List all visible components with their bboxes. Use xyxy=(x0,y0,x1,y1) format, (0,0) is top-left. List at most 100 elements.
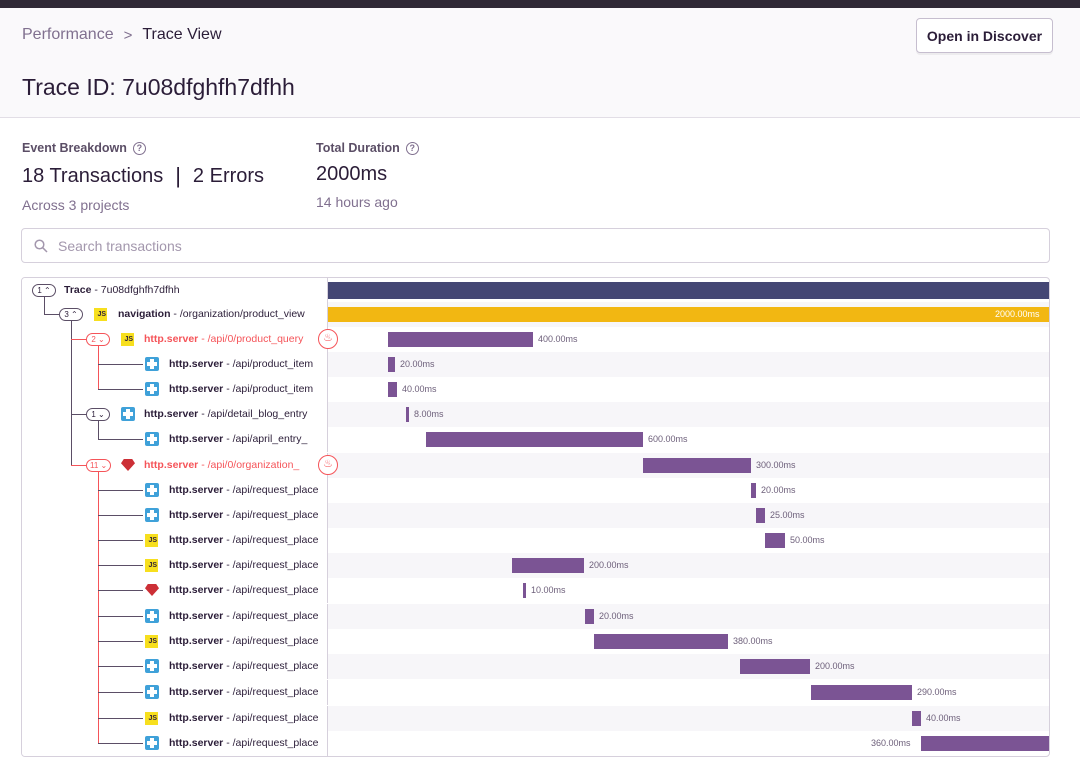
duration-bar[interactable] xyxy=(523,583,526,598)
trace-bar-area[interactable]: 300.00ms xyxy=(328,453,1049,478)
transaction-op: http.server xyxy=(169,610,224,622)
help-icon[interactable]: ? xyxy=(405,141,419,155)
trace-row[interactable]: 360.00ms http.server - /api/request_place xyxy=(22,731,1049,756)
trace-row[interactable]: 20.00ms http.server - /api/request_place xyxy=(22,604,1049,629)
trace-row-label-cell[interactable]: http.server - /api/request_place xyxy=(22,503,328,528)
search-bar[interactable] xyxy=(21,228,1050,263)
trace-row-label-cell[interactable]: http.server - /api/request_place xyxy=(22,578,328,603)
duration-bar[interactable] xyxy=(406,407,409,422)
trace-row[interactable]: 10.00ms http.server - /api/request_place xyxy=(22,578,1049,603)
expand-toggle[interactable]: 1 ⌄ xyxy=(86,408,110,421)
duration-bar[interactable] xyxy=(328,282,1049,299)
help-icon[interactable]: ? xyxy=(132,141,146,155)
search-input[interactable] xyxy=(58,237,958,254)
trace-row[interactable]: 300.00ms 11 ⌄ http.server - /api/0/organiz… xyxy=(22,453,1049,478)
duration-bar[interactable] xyxy=(740,659,810,674)
duration-bar[interactable] xyxy=(426,432,643,447)
trace-bar-area[interactable]: 200.00ms xyxy=(328,553,1049,578)
transaction-op: http.server xyxy=(169,584,224,596)
trace-row[interactable]: 400.00ms 2 ⌄ JS http.server - /api/0/produc… xyxy=(22,327,1049,352)
duration-bar[interactable] xyxy=(594,634,728,649)
trace-bar-area[interactable]: 380.00ms xyxy=(328,629,1049,654)
projects-count: Across 3 projects xyxy=(22,197,130,213)
trace-bar-area[interactable]: 10.00ms xyxy=(328,578,1049,603)
trace-row[interactable]: 1 ⌃ Trace - 7u08dfghfh7dfhh xyxy=(22,278,1049,303)
breadcrumb-performance-link[interactable]: Performance xyxy=(22,26,114,43)
duration-bar[interactable] xyxy=(912,711,921,726)
trace-row[interactable]: 50.00ms JS http.server - /api/request_plac… xyxy=(22,528,1049,553)
trace-bar-area[interactable]: 20.00ms xyxy=(328,352,1049,377)
trace-row[interactable]: 200.00ms http.server - /api/request_place xyxy=(22,654,1049,679)
trace-bar-area[interactable]: 20.00ms xyxy=(328,478,1049,503)
transaction-op: navigation xyxy=(118,308,171,320)
error-fire-icon[interactable]: ♨ xyxy=(318,329,338,349)
trace-row-label-cell[interactable]: JS http.server - /api/request_place xyxy=(22,629,328,654)
duration-bar[interactable] xyxy=(328,307,1049,322)
duration-label: 300.00ms xyxy=(756,460,796,470)
trace-bar-area[interactable]: 360.00ms xyxy=(328,731,1049,756)
trace-row-label-cell[interactable]: http.server - /api/april_entry_ xyxy=(22,427,328,452)
trace-row[interactable]: 8.00ms 1 ⌄ http.server - /api/detail_blog_… xyxy=(22,402,1049,427)
trace-bar-area[interactable]: 2000.00ms xyxy=(328,302,1049,327)
trace-row-label-cell[interactable]: http.server - /api/request_place xyxy=(22,680,328,705)
duration-bar[interactable] xyxy=(811,685,912,700)
trace-row[interactable]: 20.00ms http.server - /api/product_item xyxy=(22,352,1049,377)
error-fire-icon[interactable]: ♨ xyxy=(318,455,338,475)
trace-bar-area[interactable]: 20.00ms xyxy=(328,604,1049,629)
duration-bar[interactable] xyxy=(765,533,785,548)
trace-bar-area[interactable]: 600.00ms xyxy=(328,427,1049,452)
trace-row-label-cell[interactable]: 1 ⌄ http.server - /api/detail_blog_entry xyxy=(22,402,328,427)
trace-row-label-cell[interactable]: http.server - /api/request_place xyxy=(22,478,328,503)
trace-bar-area[interactable]: 400.00ms xyxy=(328,327,1049,352)
trace-row[interactable]: 40.00ms http.server - /api/product_item xyxy=(22,377,1049,402)
trace-row-label-cell[interactable]: 3 ⌃ JS navigation - /organization/product_… xyxy=(22,302,328,327)
tree-connector xyxy=(98,472,99,743)
trace-row-label-cell[interactable]: http.server - /api/request_place xyxy=(22,654,328,679)
trace-row-label-cell[interactable]: JS http.server - /api/request_place xyxy=(22,528,328,553)
duration-bar[interactable] xyxy=(585,609,594,624)
duration-bar[interactable] xyxy=(921,736,1049,751)
trace-row[interactable]: 40.00ms JS http.server - /api/request_plac… xyxy=(22,706,1049,731)
duration-bar[interactable] xyxy=(643,458,751,473)
trace-bar-area[interactable]: 50.00ms xyxy=(328,528,1049,553)
trace-row-label-cell[interactable]: http.server - /api/product_item xyxy=(22,377,328,402)
duration-bar[interactable] xyxy=(388,382,397,397)
transaction-description: - /api/request_place xyxy=(223,660,319,672)
trace-row-label-cell[interactable]: 1 ⌃ Trace - 7u08dfghfh7dfhh xyxy=(22,278,328,303)
trace-row[interactable]: 200.00ms JS http.server - /api/request_pla… xyxy=(22,553,1049,578)
trace-row[interactable]: 20.00ms http.server - /api/request_place xyxy=(22,478,1049,503)
trace-bar-area[interactable]: 40.00ms xyxy=(328,377,1049,402)
trace-row[interactable]: 290.00ms http.server - /api/request_place xyxy=(22,680,1049,705)
breadcrumb: Performance > Trace View xyxy=(22,26,222,44)
duration-bar[interactable] xyxy=(388,357,395,372)
duration-bar[interactable] xyxy=(388,332,533,347)
trace-row[interactable]: 2000.00ms 3 ⌃ JS navigation - /organization… xyxy=(22,302,1049,327)
duration-label: 10.00ms xyxy=(531,585,566,595)
trace-row-label-cell[interactable]: http.server - /api/request_place xyxy=(22,604,328,629)
trace-bar-area[interactable]: 8.00ms xyxy=(328,402,1049,427)
expand-toggle[interactable]: 3 ⌃ xyxy=(59,308,83,321)
trace-row-label-cell[interactable]: http.server - /api/product_item xyxy=(22,352,328,377)
trace-row-label-cell[interactable]: 11 ⌄ http.server - /api/0/organization_ ♨ xyxy=(22,453,338,478)
transaction-description: - /api/0/organization_ xyxy=(198,459,300,471)
duration-bar[interactable] xyxy=(751,483,756,498)
trace-row-label-cell[interactable]: http.server - /api/request_place xyxy=(22,731,328,756)
trace-bar-area[interactable] xyxy=(328,278,1049,303)
trace-bar-area[interactable]: 290.00ms xyxy=(328,680,1049,705)
open-in-discover-button[interactable]: Open in Discover xyxy=(916,18,1053,53)
expand-toggle[interactable]: 2 ⌄ xyxy=(86,333,110,346)
trace-row-label-cell[interactable]: JS http.server - /api/request_place xyxy=(22,706,328,731)
trace-bar-area[interactable]: 25.00ms xyxy=(328,503,1049,528)
duration-bar[interactable] xyxy=(512,558,584,573)
trace-bar-area[interactable]: 200.00ms xyxy=(328,654,1049,679)
trace-row-label-cell[interactable]: 2 ⌄ JS http.server - /api/0/product_query ♨ xyxy=(22,327,338,352)
duration-bar[interactable] xyxy=(756,508,765,523)
trace-row[interactable]: 380.00ms JS http.server - /api/request_pla… xyxy=(22,629,1049,654)
total-duration-label: Total Duration ? xyxy=(316,141,419,155)
trace-row[interactable]: 25.00ms http.server - /api/request_place xyxy=(22,503,1049,528)
trace-row[interactable]: 600.00ms http.server - /api/april_entry_ xyxy=(22,427,1049,452)
expand-toggle[interactable]: 1 ⌃ xyxy=(32,284,56,297)
trace-bar-area[interactable]: 40.00ms xyxy=(328,706,1049,731)
trace-row-label-cell[interactable]: JS http.server - /api/request_place xyxy=(22,553,328,578)
expand-toggle[interactable]: 11 ⌄ xyxy=(86,459,112,472)
